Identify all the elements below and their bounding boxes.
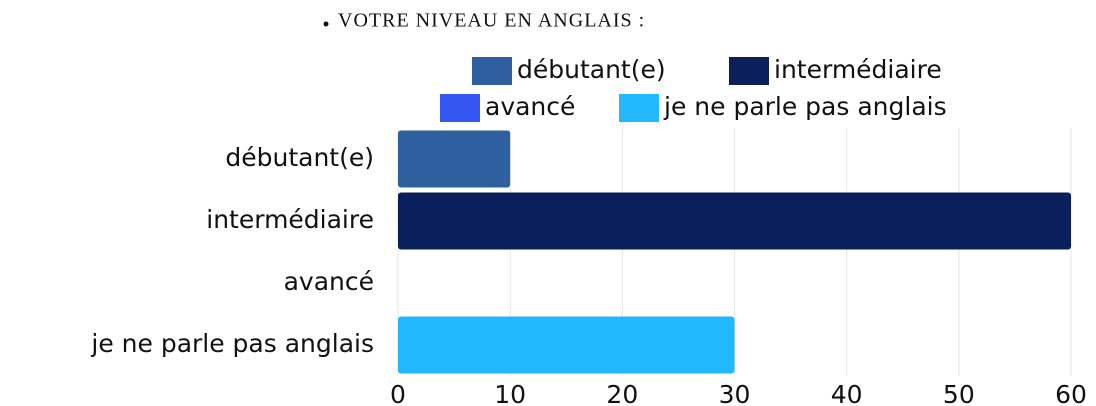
bar <box>398 316 735 374</box>
x-tick-label: 40 <box>831 380 863 406</box>
x-tick-label: 50 <box>943 380 975 406</box>
x-tick-label: 10 <box>494 380 526 406</box>
y-tick-label: intermédiaire <box>206 205 374 234</box>
x-tick-label: 20 <box>606 380 638 406</box>
x-tick-label: 0 <box>390 380 406 406</box>
y-tick-label: débutant(e) <box>225 143 374 172</box>
title-bullet <box>323 21 329 27</box>
legend-label: avancé <box>485 92 575 121</box>
x-tick-label: 60 <box>1055 380 1087 406</box>
legend-swatch <box>440 94 480 122</box>
legend-label: je ne parle pas anglais <box>663 92 947 121</box>
legend-swatch <box>619 94 659 122</box>
legend-label: débutant(e) <box>517 55 666 84</box>
x-tick-label: 30 <box>719 380 751 406</box>
bar <box>398 192 1071 250</box>
y-tick-label: avancé <box>284 267 374 296</box>
legend-label: intermédiaire <box>774 55 942 84</box>
legend-swatch <box>472 57 512 85</box>
bar <box>398 130 511 188</box>
chart-title: VOTRE NIVEAU EN ANGLAIS : <box>338 10 645 32</box>
y-tick-label: je ne parle pas anglais <box>90 329 374 358</box>
legend-swatch <box>729 57 769 85</box>
